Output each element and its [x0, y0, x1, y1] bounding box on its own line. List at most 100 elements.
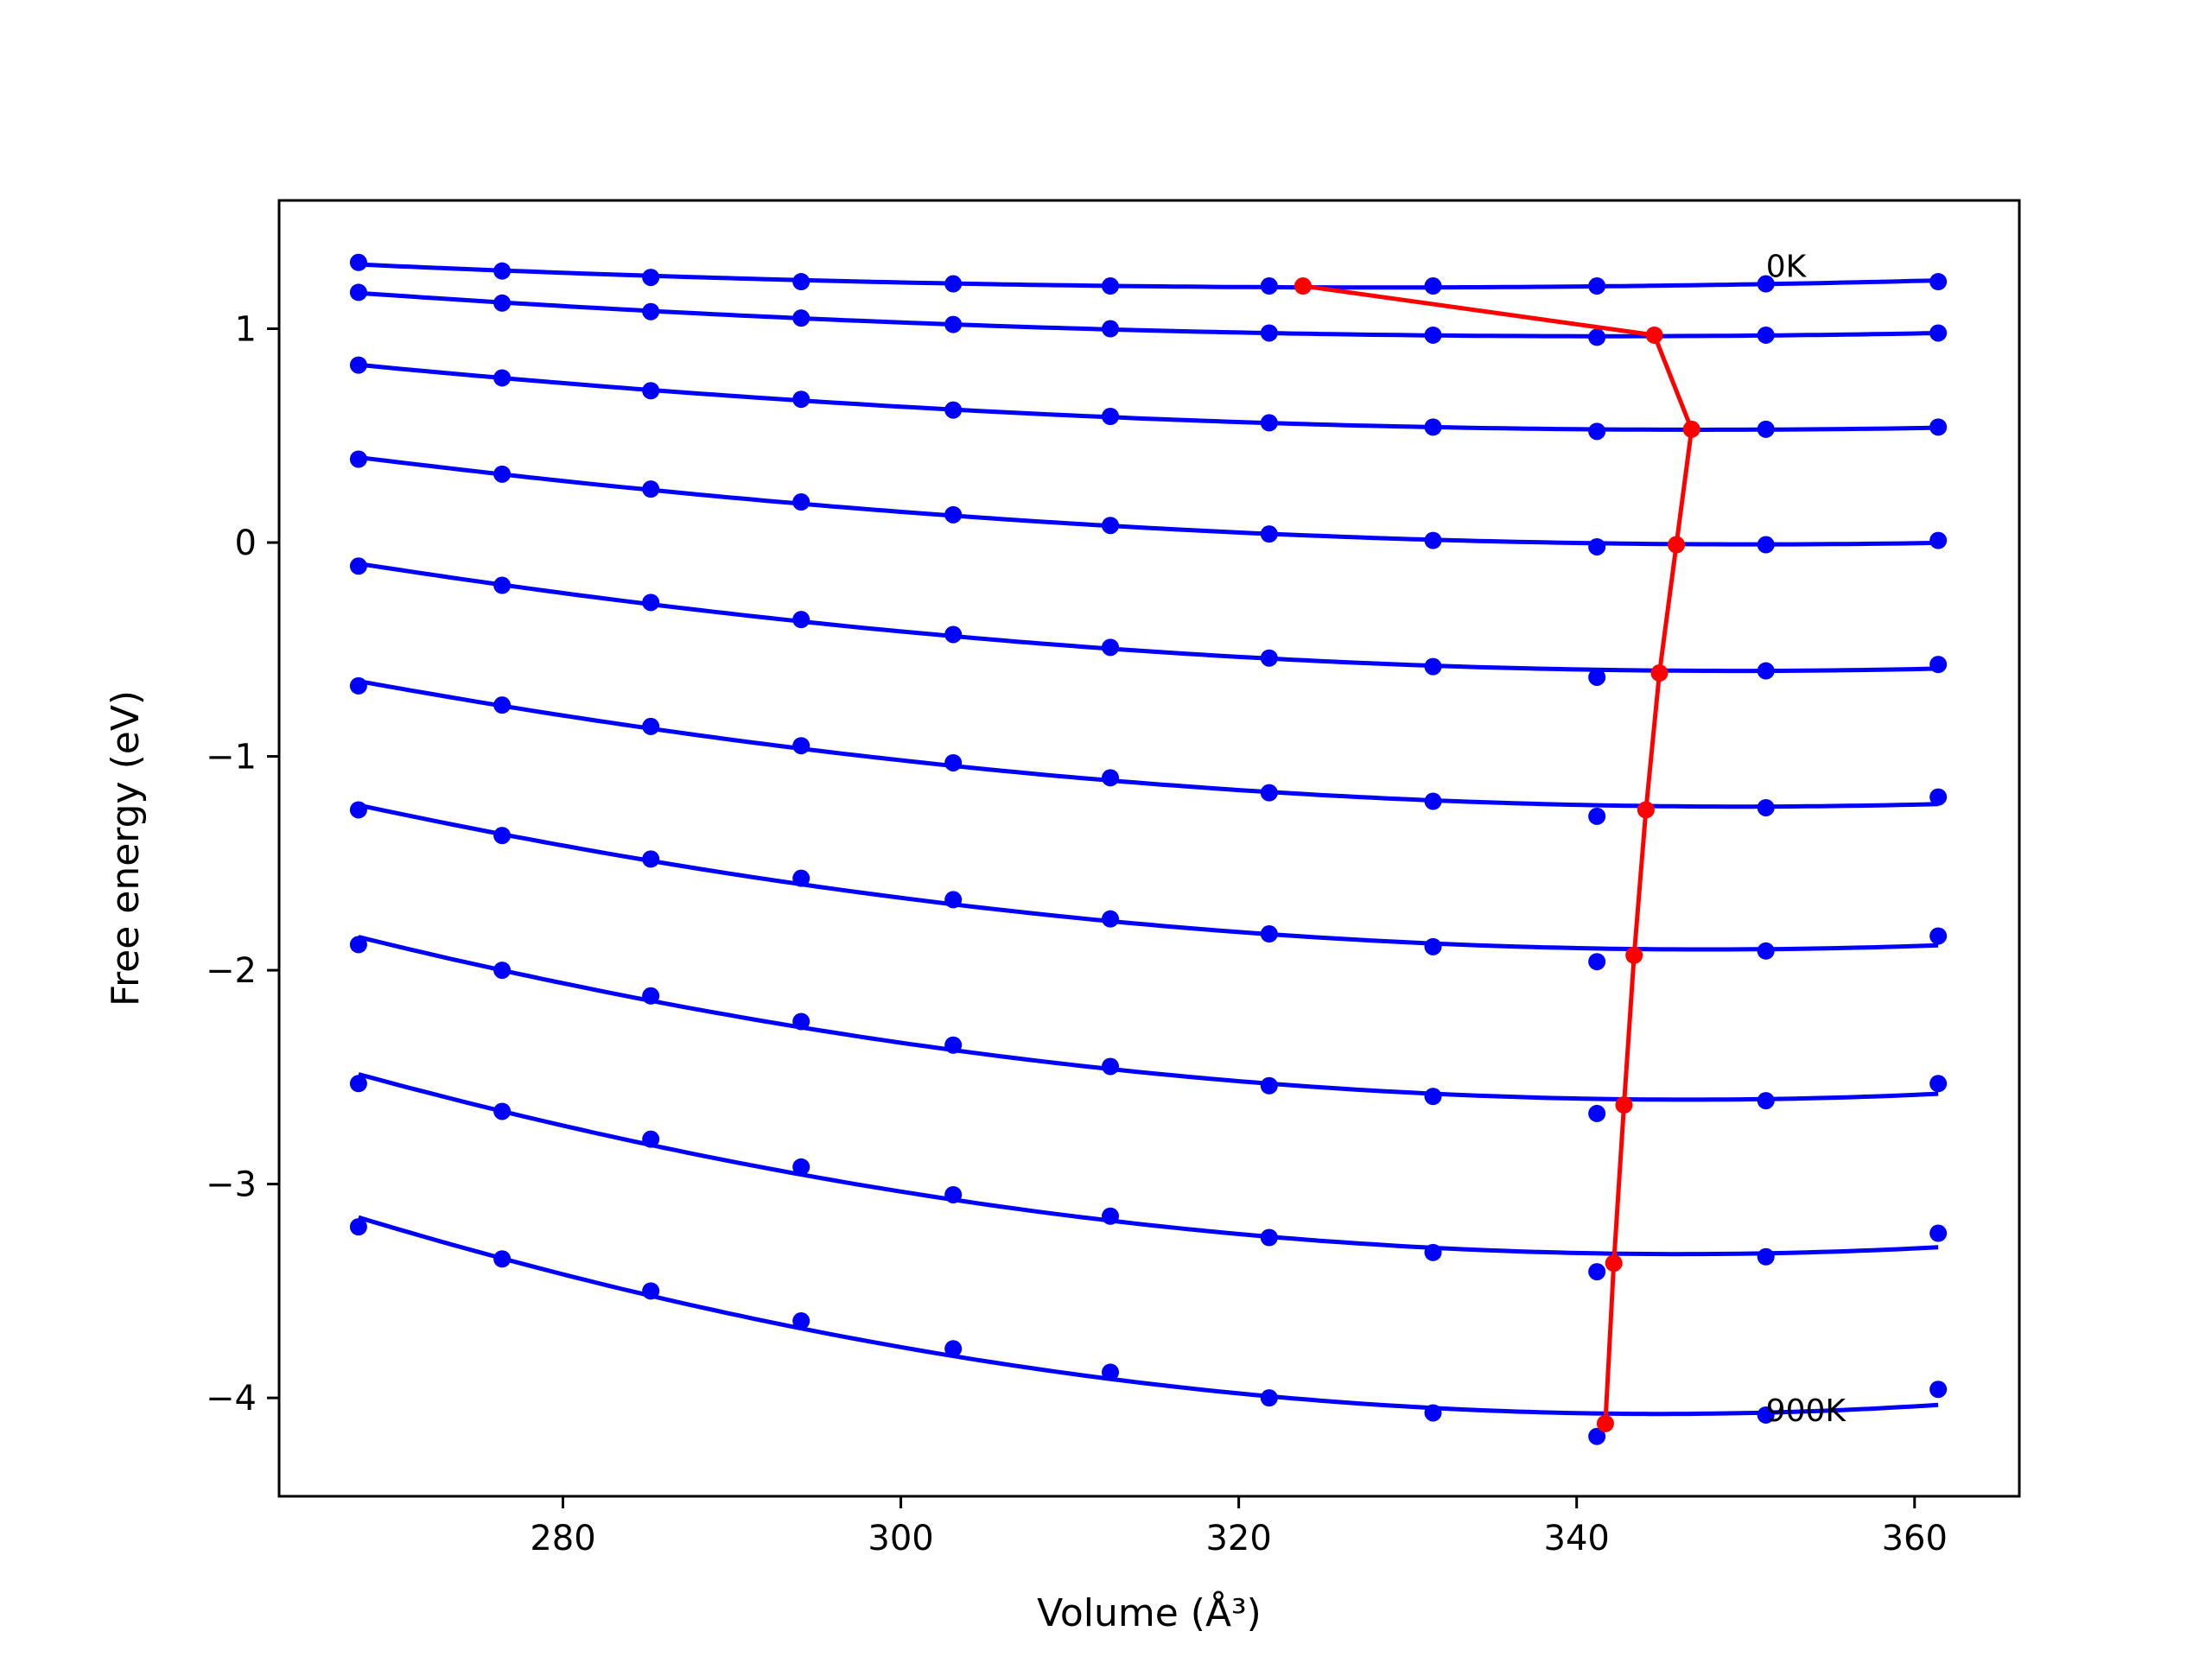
- data-point: [1588, 807, 1606, 825]
- data-point: [1424, 1243, 1442, 1261]
- data-point: [493, 576, 512, 594]
- equilibrium-layer: [1294, 277, 1700, 1432]
- fit-curve-9: [358, 1215, 1939, 1417]
- x-tick-label: 300: [868, 1519, 933, 1558]
- data-point: [792, 737, 810, 755]
- equilibrium-point: [1682, 420, 1700, 438]
- data-point: [1757, 420, 1775, 438]
- data-point: [1588, 1263, 1606, 1281]
- data-point: [1260, 784, 1278, 802]
- data-point: [642, 382, 660, 400]
- data-point: [493, 696, 512, 714]
- axes-frame: [277, 199, 2021, 1498]
- equilibrium-point: [1615, 1096, 1633, 1114]
- data-point: [1102, 638, 1120, 657]
- data-point: [642, 987, 660, 1005]
- data-point: [1588, 422, 1606, 441]
- data-point: [792, 390, 810, 409]
- y-axis-label: Free energy (eV): [104, 690, 148, 1006]
- data-point: [642, 593, 660, 612]
- data-point: [1260, 1228, 1278, 1247]
- equilibrium-point: [1668, 536, 1686, 554]
- data-point: [349, 283, 367, 301]
- data-point: [642, 302, 660, 321]
- data-point: [1929, 418, 1948, 436]
- data-point: [1929, 1075, 1948, 1093]
- data-point: [1929, 1224, 1948, 1242]
- data-point: [642, 1130, 660, 1148]
- data-point: [792, 1158, 810, 1176]
- y-tick-label: 1: [235, 310, 257, 350]
- data-point: [349, 936, 367, 954]
- data-point: [493, 1250, 512, 1268]
- data-point: [1424, 418, 1442, 436]
- fit-curve-2: [358, 362, 1939, 433]
- data-point: [642, 480, 660, 498]
- data-point: [1588, 277, 1606, 295]
- data-point: [349, 1075, 367, 1093]
- data-point: [792, 273, 810, 291]
- data-point: [349, 676, 367, 695]
- data-point: [1260, 1389, 1278, 1407]
- data-point: [493, 369, 512, 387]
- annotation-label: 900K: [1766, 1393, 1847, 1429]
- data-point: [493, 294, 512, 312]
- fit-curve-0: [358, 262, 1939, 290]
- fit-curve-8: [358, 1072, 1939, 1257]
- data-point: [792, 493, 810, 511]
- y-axis-ticks: 1 0 −1 −2 −3 −4: [206, 310, 279, 1419]
- data-point: [1260, 925, 1278, 943]
- data-point: [944, 275, 963, 293]
- x-axis-label: Volume (Å³): [1037, 1590, 1262, 1635]
- equilibrium-point: [1605, 1254, 1623, 1273]
- data-point: [349, 801, 367, 819]
- data-point: [1424, 657, 1442, 676]
- data-point: [1588, 953, 1606, 971]
- data-point: [1588, 668, 1606, 686]
- data-point: [1424, 277, 1442, 295]
- x-tick-label: 340: [1544, 1519, 1610, 1558]
- data-point: [1757, 942, 1775, 960]
- data-point: [792, 1012, 810, 1031]
- data-point: [1424, 1404, 1442, 1422]
- data-point: [944, 1036, 963, 1054]
- equilibrium-point: [1596, 1414, 1614, 1432]
- equilibrium-line: [1302, 283, 1694, 1424]
- data-point: [1260, 649, 1278, 667]
- data-point: [944, 891, 963, 909]
- curves-layer: [358, 262, 1939, 1417]
- equilibrium-point: [1637, 801, 1655, 819]
- data-point: [1588, 328, 1606, 346]
- data-point: [1929, 324, 1948, 342]
- data-point: [1102, 1207, 1120, 1225]
- data-point: [1929, 1381, 1948, 1399]
- data-point: [349, 356, 367, 374]
- data-point: [1260, 525, 1278, 543]
- data-point: [1102, 320, 1120, 338]
- data-point: [1757, 275, 1775, 293]
- y-tick-label: −1: [206, 738, 257, 778]
- data-point: [944, 625, 963, 644]
- data-point: [1929, 656, 1948, 674]
- x-tick-label: 280: [530, 1519, 595, 1558]
- data-point: [1102, 1057, 1120, 1076]
- data-point: [792, 869, 810, 887]
- data-point: [642, 717, 660, 735]
- data-point: [1588, 537, 1606, 555]
- data-point: [1588, 1104, 1606, 1122]
- y-tick-label: −3: [206, 1165, 257, 1205]
- data-point: [1260, 324, 1278, 342]
- equilibrium-point: [1645, 326, 1663, 344]
- data-point: [642, 850, 660, 868]
- data-point: [1757, 326, 1775, 344]
- data-point: [792, 1312, 810, 1330]
- data-point: [349, 450, 367, 468]
- data-point: [1260, 277, 1278, 295]
- equilibrium-point: [1625, 946, 1643, 964]
- data-point: [1929, 788, 1948, 806]
- equilibrium-point: [1294, 277, 1312, 295]
- data-point: [1102, 277, 1120, 295]
- data-point: [1757, 662, 1775, 680]
